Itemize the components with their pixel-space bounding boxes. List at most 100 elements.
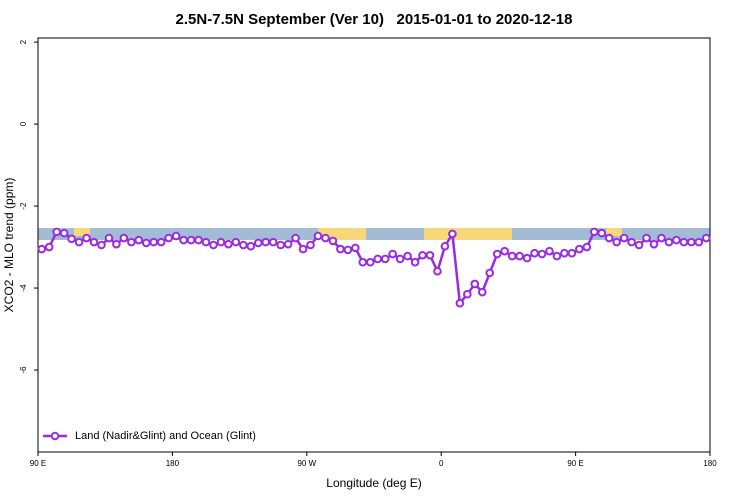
data-point	[127, 237, 136, 247]
data-point	[171, 231, 181, 241]
land-band	[74, 228, 90, 236]
data-point	[642, 233, 651, 243]
data-point	[351, 243, 360, 253]
data-point	[67, 234, 76, 244]
x-axis-label: Longitude (deg E)	[326, 476, 421, 490]
data-point	[380, 254, 390, 264]
x-tick-label: 90 E	[567, 459, 583, 468]
data-point	[582, 242, 592, 252]
data-point	[89, 237, 99, 247]
data-point	[194, 235, 203, 245]
data-point	[619, 233, 629, 243]
data-point	[425, 250, 435, 260]
data-point	[82, 233, 91, 243]
ocean-band	[38, 228, 710, 240]
data-point	[395, 254, 405, 264]
plot-frame	[37, 37, 711, 453]
data-point	[112, 239, 121, 249]
land-band	[606, 228, 622, 236]
data-point	[701, 233, 711, 243]
data-point	[694, 237, 704, 247]
data-point	[164, 233, 173, 243]
data-point	[627, 237, 636, 247]
y-tick-label: -2	[19, 202, 28, 210]
data-point	[672, 235, 681, 245]
data-point	[433, 266, 442, 276]
x-tick-label: 90 E	[30, 459, 46, 468]
data-point	[470, 279, 480, 289]
data-point	[410, 257, 420, 267]
data-point	[134, 235, 144, 245]
data-point	[52, 227, 61, 237]
y-tick-label: 0	[19, 121, 28, 126]
data-point	[201, 237, 211, 247]
data-point	[530, 248, 539, 258]
data-point	[253, 238, 263, 248]
data-point	[283, 239, 293, 249]
data-point	[291, 233, 300, 243]
data-point	[657, 233, 666, 243]
chart-title: 2.5N-7.5N September (Ver 10) 2015-01-01 …	[176, 11, 573, 28]
x-tick-label: 180	[166, 459, 180, 468]
data-point	[104, 233, 114, 243]
data-point	[649, 239, 659, 249]
data-point	[119, 233, 129, 243]
data-point	[141, 238, 151, 248]
data-point	[156, 237, 166, 247]
data-point	[37, 244, 47, 254]
data-point	[97, 240, 106, 250]
data-point	[313, 231, 323, 241]
data-point	[589, 227, 599, 237]
data-point	[664, 237, 674, 247]
data-point	[179, 235, 188, 245]
data-point	[365, 257, 375, 267]
data-point	[522, 253, 532, 263]
data-point	[343, 245, 353, 255]
data-point	[358, 257, 368, 267]
data-point	[485, 268, 495, 278]
x-tick-label: 0	[439, 459, 444, 468]
data-point	[268, 237, 278, 247]
data-point	[321, 233, 330, 243]
data-point	[552, 251, 562, 261]
data-point	[373, 254, 383, 264]
y-axis-label: XCO2 - MLO trend (ppm)	[2, 178, 16, 313]
data-point	[537, 249, 547, 259]
data-point	[575, 244, 584, 254]
data-point	[440, 241, 450, 251]
y-tick-label: -6	[19, 366, 28, 374]
data-point	[597, 228, 607, 238]
data-point	[492, 249, 502, 259]
data-point	[403, 251, 412, 261]
data-point	[634, 240, 644, 250]
data-point	[545, 246, 554, 256]
data-point	[336, 244, 345, 254]
legend-marker	[50, 431, 60, 441]
data-point	[306, 240, 315, 250]
data-point	[448, 229, 457, 239]
data-point	[216, 237, 226, 247]
data-point	[500, 246, 509, 256]
data-point	[507, 251, 517, 261]
data-point	[687, 237, 696, 247]
data-point	[567, 248, 577, 258]
data-point	[261, 237, 271, 247]
data-point	[679, 237, 689, 247]
data-point	[612, 237, 621, 247]
data-point	[44, 242, 54, 252]
data-point	[276, 240, 285, 250]
data-point	[604, 233, 614, 243]
data-point	[463, 289, 472, 299]
data-point	[477, 287, 487, 297]
data-point	[418, 250, 427, 260]
data-point	[246, 241, 256, 251]
data-point	[224, 239, 233, 249]
data-point	[298, 244, 308, 254]
data-point	[74, 237, 84, 247]
y-tick-label: 2	[19, 39, 28, 44]
legend-label: Land (Nadir&Glint) and Ocean (Glint)	[75, 430, 256, 442]
land-band	[318, 228, 366, 240]
land-ocean-strip	[38, 228, 710, 240]
x-tick-label: 90 W	[297, 459, 316, 468]
